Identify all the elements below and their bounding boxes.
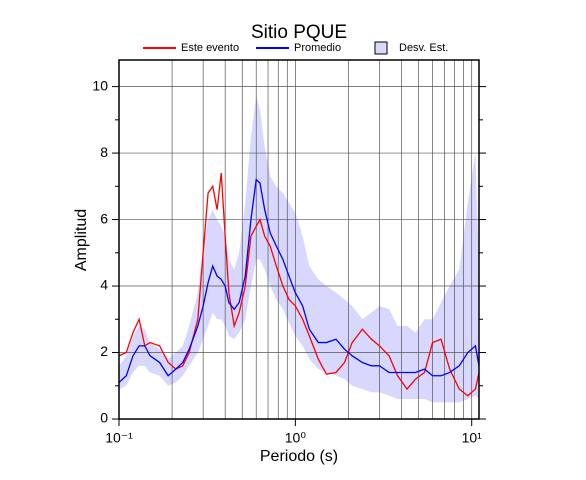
std-band	[119, 96, 479, 403]
x-tick-label: 10⁰	[285, 430, 307, 446]
y-tick-label: 4	[100, 277, 108, 293]
y-axis-label: Amplitud	[73, 209, 90, 271]
y-tick-label: 0	[100, 410, 108, 426]
x-tick-label: 10⁻¹	[105, 430, 133, 446]
x-tick-label: 10¹	[462, 430, 483, 446]
legend-label: Desv. Est.	[399, 42, 448, 54]
y-tick-label: 2	[100, 343, 108, 359]
chart-title: Sitio PQUE	[251, 22, 347, 43]
series-line	[118, 178, 480, 383]
legend-label: Este evento	[181, 42, 239, 54]
plot-frame	[118, 59, 480, 420]
y-tick-label: 10	[92, 77, 108, 93]
x-axis-label: Periodo (s)	[260, 448, 338, 465]
legend-swatch	[374, 41, 388, 55]
series-line	[118, 172, 480, 397]
legend-label: Promedio	[294, 42, 341, 54]
y-tick-label: 8	[100, 144, 108, 160]
y-tick-label: 6	[100, 210, 108, 226]
